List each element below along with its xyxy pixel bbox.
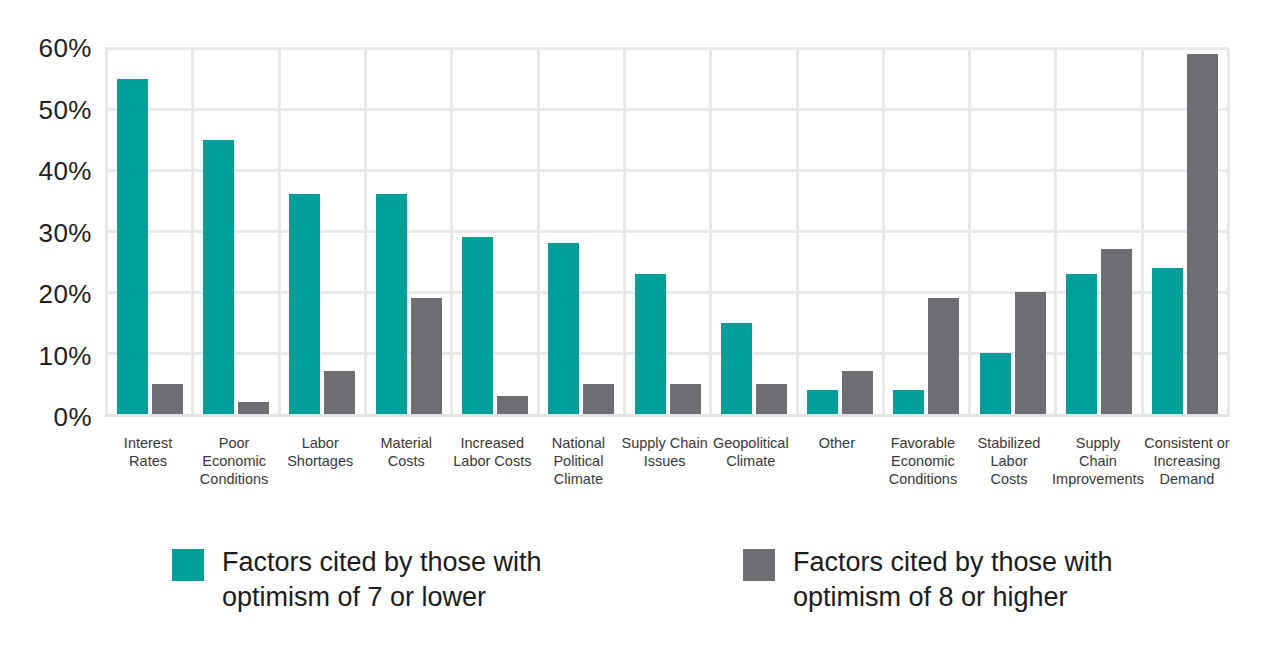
category-slot [450,48,536,414]
x-axis-label: MaterialCosts [363,434,449,488]
x-axis-label: Supply ChainIssues [621,434,707,488]
bar-chart: 60% 50% 40% 30% 20% 10% 0% InterestRatesPoorEc… [0,0,1274,662]
bar-optimism-high [928,298,959,414]
category-slot [1141,48,1227,414]
plot-area [105,48,1230,417]
bar-optimism-low [807,390,838,414]
bar-optimism-low [980,353,1011,414]
x-axis-label: IncreasedLabor Costs [449,434,535,488]
x-axis-label: Other [794,434,880,488]
bar-optimism-high [152,384,183,415]
category-slot [709,48,795,414]
x-axis: InterestRatesPoorEconomicConditionsLabor… [105,434,1230,488]
y-axis-tick-label: 30% [38,217,92,248]
bar-optimism-low [117,79,148,415]
x-axis-label: FavorableEconomicConditions [880,434,966,488]
y-axis-tick-label: 60% [38,33,92,64]
category-slot [364,48,450,414]
bar-optimism-high [1015,292,1046,414]
category-slot [191,48,277,414]
bar-optimism-low [203,140,234,415]
x-axis-label: InterestRates [105,434,191,488]
y-axis-tick-label: 10% [38,340,92,371]
bar-optimism-low [289,194,320,414]
bar-optimism-low [635,274,666,414]
y-axis-tick-label: 0% [53,402,92,433]
category-slot [105,48,191,414]
y-axis-tick-label: 40% [38,156,92,187]
category-slot [796,48,882,414]
bar-optimism-high [324,371,355,414]
bar-optimism-high [670,384,701,415]
bar-optimism-high [842,371,873,414]
bar-optimism-low [1152,268,1183,414]
category-slot [1054,48,1140,414]
bar-optimism-high [1101,249,1132,414]
x-axis-label: NationalPoliticalClimate [535,434,621,488]
x-axis-label: StabilizedLaborCosts [966,434,1052,488]
bar-optimism-high [583,384,614,415]
bar-optimism-high [756,384,787,415]
bar-optimism-low [548,243,579,414]
category-slot [882,48,968,414]
bar-optimism-high [411,298,442,414]
y-axis: 60%50%40%30%20%10%0% [0,48,92,417]
x-axis-label: GeopoliticalClimate [708,434,794,488]
bar-optimism-high [497,396,528,414]
x-axis-label: LaborShortages [277,434,363,488]
y-axis-tick-label: 20% [38,279,92,310]
bar-optimism-low [893,390,924,414]
x-axis-label: Consistent orIncreasingDemand [1144,434,1230,488]
bar-optimism-low [1066,274,1097,414]
category-slot [278,48,364,414]
bar-optimism-high [238,402,269,414]
x-axis-label: PoorEconomicConditions [191,434,277,488]
y-axis-tick-label: 50% [38,94,92,125]
plot-slots [105,48,1227,414]
bar-optimism-low [721,323,752,415]
bar-optimism-low [376,194,407,414]
category-slot [537,48,623,414]
category-slot [623,48,709,414]
bar-optimism-high [1187,54,1218,414]
bar-optimism-low [462,237,493,414]
category-slot [968,48,1054,414]
x-axis-label: SupplyChainImprovements [1052,434,1144,488]
